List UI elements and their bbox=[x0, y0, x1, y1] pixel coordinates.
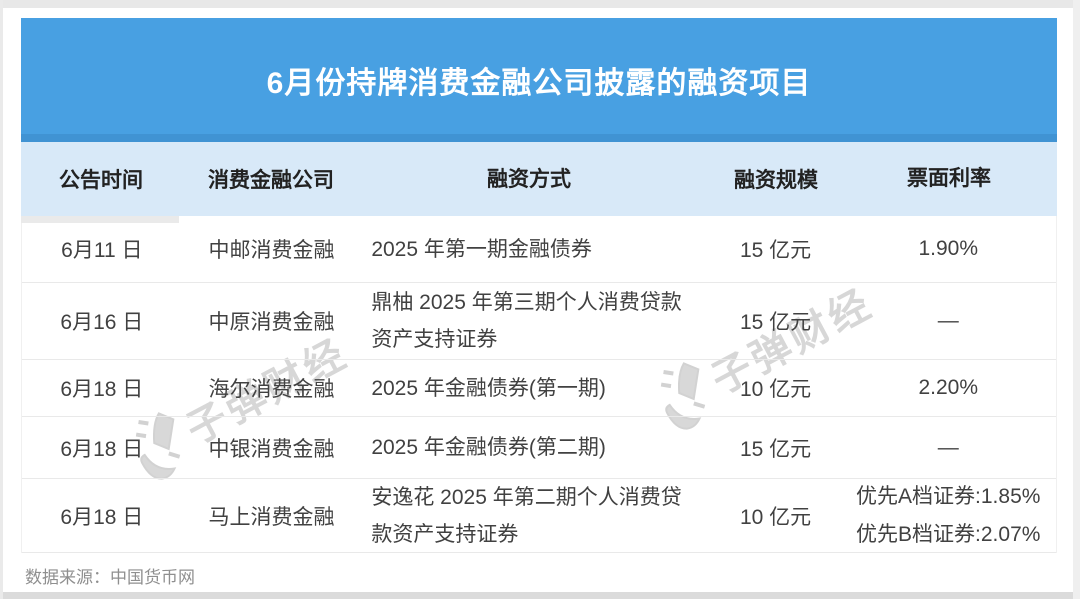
frame-strip-bottom bbox=[0, 592, 1080, 599]
date-cell: 6月18 日 bbox=[60, 505, 144, 529]
method-cell: 安逸花 2025 年第二期个人消费贷款资产支持证券 bbox=[371, 485, 682, 546]
header-shadow-strip bbox=[21, 216, 179, 223]
rate-cell: 优先A档证券:1.85% 优先B档证券:2.07% bbox=[856, 484, 1041, 546]
data-source-note: 数据来源：中国货币网 bbox=[25, 568, 195, 587]
page-title: 6月份持牌消费金融公司披露的融资项目 bbox=[266, 67, 812, 100]
table-row: 6月16 日 中原消费金融 鼎柚 2025 年第三期个人消费贷款资产支持证券 1… bbox=[22, 283, 1056, 360]
scale-cell: 15 亿元 bbox=[739, 311, 812, 334]
method-cell: 鼎柚 2025 年第三期个人消费贷款资产支持证券 bbox=[371, 291, 682, 351]
rate-cell: — bbox=[937, 435, 959, 459]
header-announce-date: 公告时间 bbox=[59, 169, 143, 192]
method-cell: 2025 年金融债券(第二期) bbox=[371, 436, 606, 459]
company-cell: 中银消费金融 bbox=[208, 437, 335, 461]
financing-table: 公告时间 消费金融公司 融资方式 融资规模 票面利率 6月11 日 中邮消费金融… bbox=[21, 142, 1057, 553]
scale-cell: 15 亿元 bbox=[739, 437, 812, 461]
date-cell: 6月18 日 bbox=[60, 378, 144, 401]
frame-strip-top bbox=[0, 0, 1080, 8]
header-financing-scale: 融资规模 bbox=[734, 169, 818, 192]
rate-cell: 1.90% bbox=[918, 237, 978, 260]
frame-strip-left bbox=[0, 0, 3, 599]
date-cell: 6月16 日 bbox=[60, 311, 144, 334]
scale-cell: 15 亿元 bbox=[739, 239, 812, 262]
frame-strip-right bbox=[1073, 0, 1080, 599]
company-cell: 马上消费金融 bbox=[208, 505, 335, 529]
table-row: 6月18 日 中银消费金融 2025 年金融债券(第二期) 15 亿元 — bbox=[22, 417, 1056, 479]
table-header-row: 公告时间 消费金融公司 融资方式 融资规模 票面利率 bbox=[21, 142, 1057, 216]
date-cell: 6月18 日 bbox=[60, 437, 144, 461]
table-row: 6月18 日 海尔消费金融 2025 年金融债券(第一期) 10 亿元 2.20… bbox=[22, 360, 1056, 417]
company-cell: 中邮消费金融 bbox=[208, 239, 335, 262]
table-body: 6月11 日 中邮消费金融 2025 年第一期金融债券 15 亿元 1.90% … bbox=[21, 216, 1057, 553]
table-row: 6月18 日 马上消费金融 安逸花 2025 年第二期个人消费贷款资产支持证券 … bbox=[22, 479, 1056, 553]
method-cell: 2025 年金融债券(第一期) bbox=[371, 376, 606, 400]
company-cell: 中原消费金融 bbox=[208, 311, 335, 334]
title-banner: 6月份持牌消费金融公司披露的融资项目 bbox=[21, 18, 1057, 142]
method-cell: 2025 年第一期金融债券 bbox=[371, 237, 592, 261]
date-cell: 6月11 日 bbox=[61, 239, 143, 262]
table-row: 6月11 日 中邮消费金融 2025 年第一期金融债券 15 亿元 1.90% bbox=[22, 216, 1056, 283]
scale-cell: 10 亿元 bbox=[739, 505, 812, 529]
header-company: 消费金融公司 bbox=[208, 169, 334, 192]
header-financing-method: 融资方式 bbox=[487, 167, 571, 191]
company-cell: 海尔消费金融 bbox=[208, 378, 335, 401]
scale-cell: 10 亿元 bbox=[739, 378, 812, 401]
header-coupon-rate: 票面利率 bbox=[907, 167, 991, 190]
rate-cell: 2.20% bbox=[918, 376, 978, 399]
rate-cell: — bbox=[937, 309, 959, 332]
